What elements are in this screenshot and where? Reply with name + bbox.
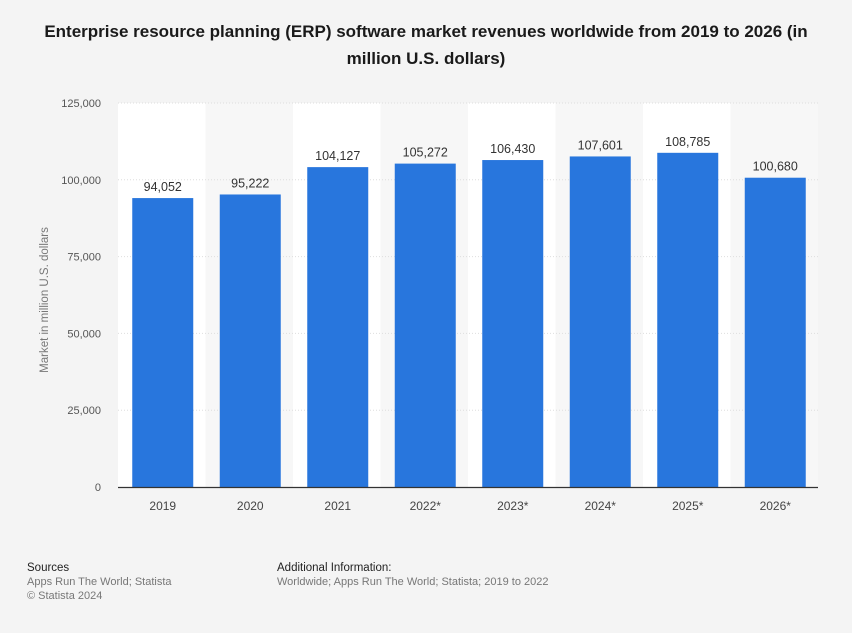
bar-value-label: 95,222 (231, 176, 269, 190)
bar-2022[interactable] (394, 163, 456, 487)
sources-block: Sources Apps Run The World; Statista © S… (27, 561, 172, 603)
x-tick-label: 2021 (324, 499, 351, 513)
x-tick-label: 2019 (149, 499, 176, 513)
chart-title: Enterprise resource planning (ERP) softw… (44, 22, 808, 68)
x-tick-label: 2023* (497, 499, 529, 513)
x-tick-label: 2024* (585, 499, 617, 513)
bar-value-label: 107,601 (578, 138, 623, 152)
bar-value-label: 106,430 (490, 142, 535, 156)
bar-value-label: 105,272 (403, 146, 448, 160)
y-tick-label: 0 (95, 482, 101, 494)
x-tick-label: 2020 (237, 499, 264, 513)
y-tick-label: 100,000 (61, 175, 101, 187)
y-tick-label: 25,000 (67, 405, 101, 417)
bar-value-label: 104,127 (315, 149, 360, 163)
additional-info-heading: Additional Information: (277, 562, 392, 574)
x-tick-label: 2026* (760, 499, 792, 513)
bar-value-labels: 94,052 95,222 104,127 105,272 106,430 107,601… (144, 135, 798, 194)
y-tick-label: 125,000 (61, 98, 101, 110)
bar-value-label: 100,680 (753, 160, 798, 174)
bar-2021[interactable] (307, 167, 369, 487)
bar-2024[interactable] (569, 156, 631, 488)
x-axis-ticks: 2019 2020 2021 2022* 2023* 2024* 2025* 2026* (149, 499, 791, 513)
copyright-text: © Statista 2024 (27, 590, 103, 602)
y-axis-title: Market in million U.S. dollars (39, 227, 51, 373)
additional-info-block: Additional Information: Worldwide; Apps … (277, 561, 549, 589)
bar-2023[interactable] (482, 160, 544, 487)
sources-heading: Sources (27, 562, 70, 574)
x-tick-label: 2025* (672, 499, 704, 513)
x-tick-label: 2022* (410, 499, 442, 513)
y-tick-label: 75,000 (67, 252, 101, 264)
bar-2020[interactable] (219, 194, 281, 487)
y-axis-ticks: 0 25,000 50,000 75,000 100,000 125,000 (61, 98, 101, 494)
additional-info-text: Worldwide; Apps Run The World; Statista;… (277, 576, 549, 588)
bars (132, 152, 806, 488)
bar-2026[interactable] (744, 177, 806, 487)
y-tick-label: 50,000 (67, 328, 101, 340)
bar-value-label: 94,052 (144, 180, 182, 194)
bar-2025[interactable] (657, 152, 719, 487)
bar-2019[interactable] (132, 198, 194, 487)
sources-text[interactable]: Apps Run The World; Statista (27, 576, 172, 588)
bar-value-label: 108,785 (665, 135, 710, 149)
